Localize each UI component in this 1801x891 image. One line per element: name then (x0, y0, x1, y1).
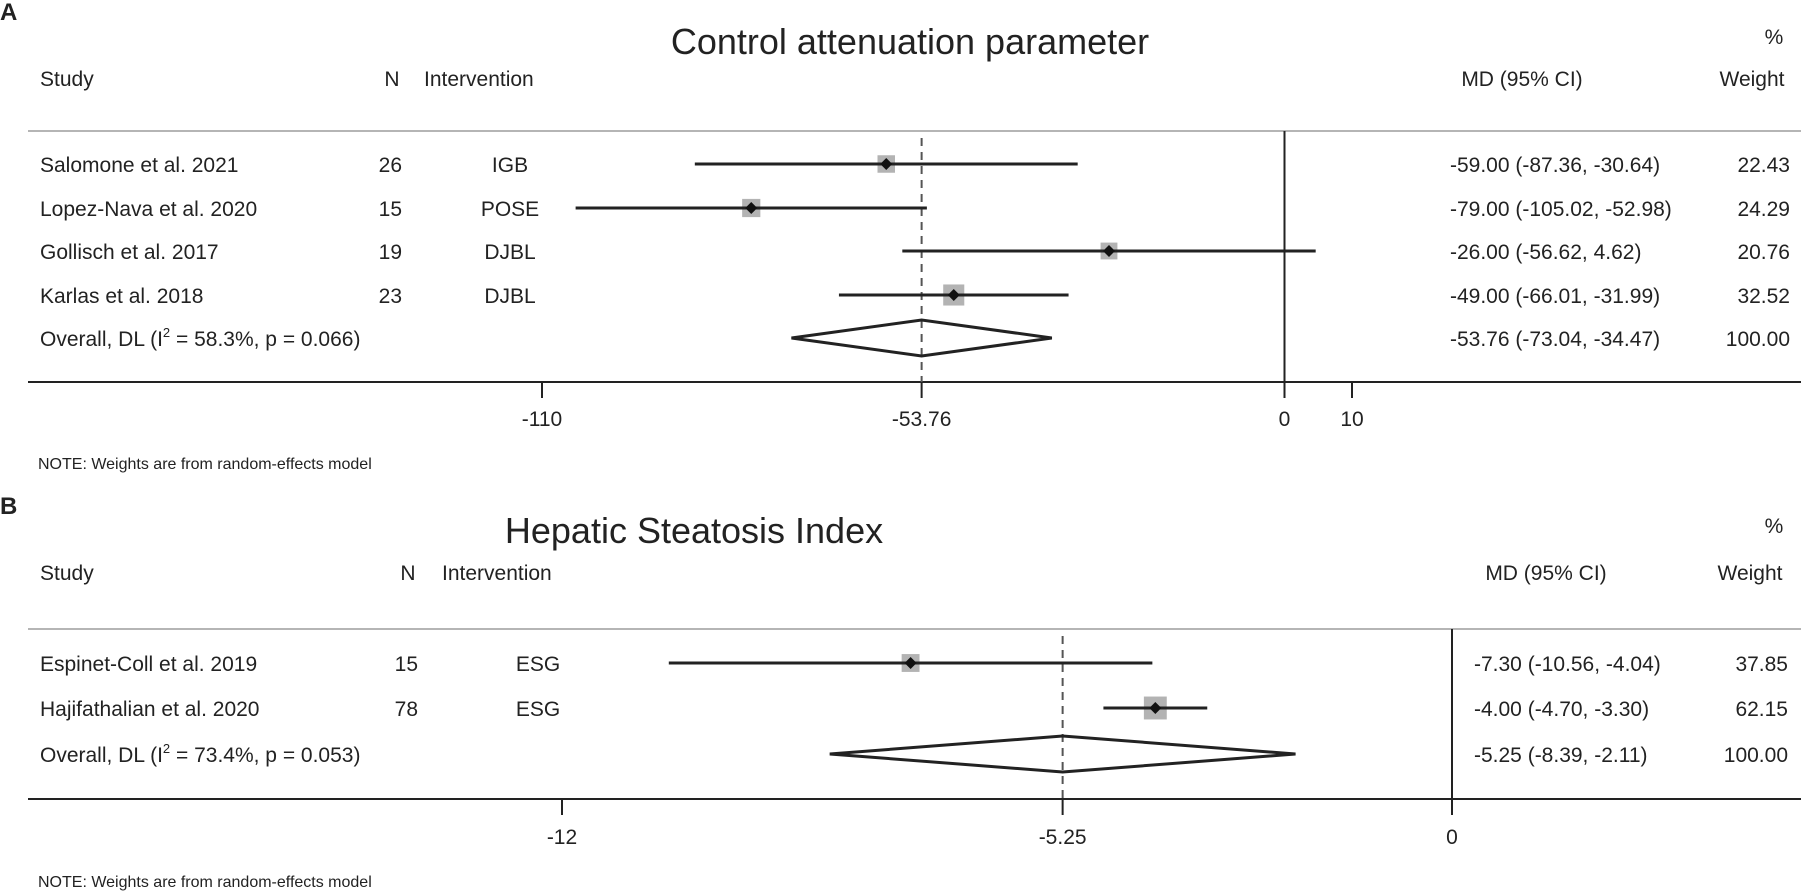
x-tick-label: -110 (522, 408, 562, 431)
panel-b-rows: Espinet-Coll et al. 2019 15 ESG -7.30 (-10.… (40, 653, 1788, 767)
study-point-estimate (947, 289, 960, 301)
overall-label-superscript: 2 (163, 325, 170, 340)
panel-b-title: Hepatic Steatosis Index (505, 510, 883, 551)
study-intervention: DJBL (484, 285, 535, 308)
study-md-ci: -4.00 (-4.70, -3.30) (1474, 698, 1649, 721)
panel-b-letter: B (0, 493, 17, 520)
panel-a-md-header: MD (95% CI) (1461, 68, 1582, 91)
study-n: 23 (379, 285, 402, 308)
overall-label-pre: Overall, DL (I (40, 328, 163, 351)
panel-b-study-header: Study (40, 562, 94, 585)
study-point-estimate (1149, 702, 1162, 714)
panel-a-n-header: N (384, 68, 399, 91)
study-intervention: POSE (481, 198, 539, 221)
study-n: 15 (395, 653, 418, 676)
study-weight: 22.43 (1737, 154, 1790, 177)
panel-b-n-header: N (400, 562, 415, 585)
study-name: Hajifathalian et al. 2020 (40, 698, 260, 721)
panel-b-weight-percent-header: % (1765, 515, 1784, 538)
panel-a-weight-header: Weight (1720, 68, 1785, 91)
panel-b: B Hepatic Steatosis Index % Study N Inte… (0, 493, 1801, 891)
study-weight: 20.76 (1737, 241, 1790, 264)
panel-a-letter: A (0, 0, 17, 26)
panel-a-ticks: -110 -53.76 0 10 (522, 382, 1364, 431)
study-weight: 62.15 (1735, 698, 1788, 721)
study-md-ci: -79.00 (-105.02, -52.98) (1450, 198, 1672, 221)
study-md-ci: -7.30 (-10.56, -4.04) (1474, 653, 1661, 676)
panel-b-md-header: MD (95% CI) (1485, 562, 1606, 585)
panel-b-intervention-header: Intervention (442, 562, 552, 585)
study-weight: 37.85 (1735, 653, 1788, 676)
x-tick-label: 10 (1340, 408, 1363, 431)
study-n: 26 (379, 154, 402, 177)
study-intervention: ESG (516, 653, 560, 676)
x-tick-label: -5.25 (1039, 826, 1087, 849)
overall-label: Overall, DL (I2 = 58.3%, p = 0.066) (40, 325, 360, 351)
study-md-ci: -49.00 (-66.01, -31.99) (1450, 285, 1660, 308)
study-name: Salomone et al. 2021 (40, 154, 238, 177)
x-tick-label: -53.76 (892, 408, 952, 431)
study-point-estimate (880, 158, 893, 170)
study-md-ci: -26.00 (-56.62, 4.62) (1450, 241, 1641, 264)
overall-label-post: = 73.4%, p = 0.053) (170, 744, 360, 767)
study-intervention: DJBL (484, 241, 535, 264)
study-name: Karlas et al. 2018 (40, 285, 203, 308)
study-n: 78 (395, 698, 418, 721)
x-tick-label: 0 (1279, 408, 1291, 431)
overall-label-superscript: 2 (163, 741, 170, 756)
panel-b-ticks: -12 -5.25 0 (547, 799, 1458, 849)
panel-a-plot (575, 131, 1316, 398)
study-name: Gollisch et al. 2017 (40, 241, 219, 264)
study-intervention: IGB (492, 154, 528, 177)
panel-a-title: Control attenuation parameter (671, 21, 1149, 62)
overall-diamond (791, 318, 1053, 358)
overall-diamond (829, 734, 1296, 774)
panel-a: A Control attenuation parameter % Study … (0, 0, 1801, 473)
panel-a-rows: Salomone et al. 2021 26 IGB -59.00 (-87.36,… (40, 154, 1790, 351)
study-md-ci: -59.00 (-87.36, -30.64) (1450, 154, 1660, 177)
panel-b-weight-header: Weight (1718, 562, 1783, 585)
study-n: 15 (379, 198, 402, 221)
overall-label-pre: Overall, DL (I (40, 744, 163, 767)
panel-b-note: NOTE: Weights are from random-effects mo… (38, 874, 372, 891)
study-weight: 32.52 (1737, 285, 1790, 308)
panel-a-note: NOTE: Weights are from random-effects mo… (38, 456, 372, 473)
study-point-estimate (745, 202, 758, 214)
overall-weight: 100.00 (1724, 744, 1788, 767)
study-name: Espinet-Coll et al. 2019 (40, 653, 257, 676)
study-weight: 24.29 (1737, 198, 1790, 221)
study-intervention: ESG (516, 698, 560, 721)
panel-b-plot (668, 629, 1453, 815)
study-point-estimate (904, 657, 917, 669)
overall-md-ci: -5.25 (-8.39, -2.11) (1474, 744, 1648, 767)
x-tick-label: 0 (1446, 826, 1458, 849)
x-tick-label: -12 (547, 826, 577, 849)
overall-label: Overall, DL (I2 = 73.4%, p = 0.053) (40, 741, 360, 767)
overall-weight: 100.00 (1726, 328, 1790, 351)
study-name: Lopez-Nava et al. 2020 (40, 198, 257, 221)
study-n: 19 (379, 241, 402, 264)
panel-a-weight-percent-header: % (1765, 26, 1784, 49)
panel-a-study-header: Study (40, 68, 94, 91)
overall-label-post: = 58.3%, p = 0.066) (170, 328, 360, 351)
study-point-estimate (1103, 245, 1115, 257)
overall-md-ci: -53.76 (-73.04, -34.47) (1450, 328, 1660, 351)
panel-a-intervention-header: Intervention (424, 68, 534, 91)
